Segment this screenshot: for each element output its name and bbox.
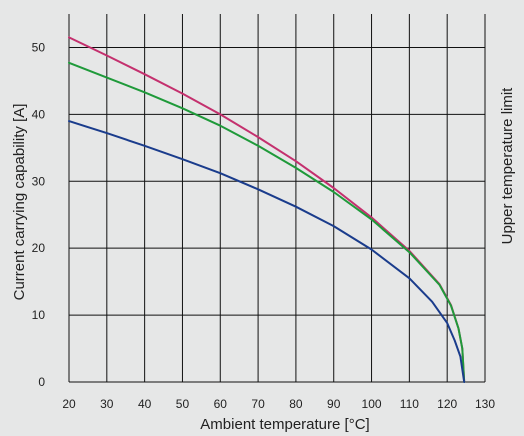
x-axis-label: Ambient temperature [°C] [200,416,369,433]
x-tick-label: 130 [475,397,495,411]
x-tick-label: 40 [138,397,152,411]
series-line-3 [68,120,466,383]
series-group [68,36,466,383]
x-tick-label: 100 [362,397,382,411]
x-tick-label: 110 [400,397,419,411]
y-axis-label: Current carrying capability [A] [11,104,28,301]
y-tick-label: 40 [32,107,46,121]
x-tick-label: 70 [251,397,265,411]
x-tick-label: 60 [214,397,228,411]
y-tick-label: 30 [32,174,46,188]
y-tick-label: 10 [32,308,46,322]
x-tick-label: 30 [100,397,114,411]
tick-labels: 20 30 40 50 60 70 80 90 100 110 120 130 0 10 20 30 40 50 [32,40,496,411]
x-tick-label: 50 [176,397,190,411]
y-tick-label: 0 [38,375,45,389]
y-tick-label: 50 [32,40,46,54]
series-line-2 [68,61,466,383]
x-tick-label: 80 [289,397,303,411]
x-tick-label: 90 [327,397,341,411]
y-tick-label: 20 [32,241,46,255]
upper-temperature-limit-label: Upper temperature limit [499,87,516,245]
x-tick-label: 120 [437,397,457,411]
x-tick-label: 20 [62,397,76,411]
